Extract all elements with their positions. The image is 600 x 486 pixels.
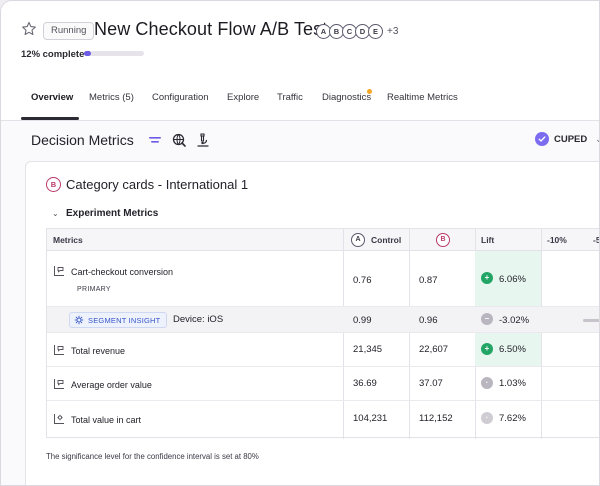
lift-cell: · 7.62%: [475, 401, 541, 439]
metric-name[interactable]: Cart-checkout conversion: [71, 267, 174, 277]
lift-cell: + 6.06%: [475, 251, 541, 306]
filter-lines-icon[interactable]: [147, 132, 163, 148]
control-value: 0.99: [353, 315, 372, 326]
lift-value: 6.06%: [499, 274, 526, 285]
column-divider: [343, 229, 344, 439]
page-title: New Checkout Flow A/B Test: [94, 19, 328, 39]
table-header: Metrics A Control B Lift -10% -5: [47, 229, 600, 251]
treatment-value: 0.87: [419, 275, 438, 286]
variant-chip-d: D: [355, 23, 370, 39]
control-value: 0.76: [353, 275, 372, 286]
chart-bubble-icon: [54, 379, 64, 389]
primary-tag: PRIMARY: [77, 286, 111, 293]
progress-bar: [84, 51, 144, 56]
control-value: 36.69: [353, 378, 377, 389]
status-badge: Running: [43, 22, 95, 40]
variant-chips[interactable]: A B C D E +3: [316, 23, 398, 39]
control-value: 104,231: [353, 413, 388, 424]
gear-icon: [74, 315, 84, 325]
chart-gear-icon: [54, 414, 64, 424]
axis-tick-label: -10%: [547, 235, 567, 245]
control-variant-badge: A: [351, 233, 365, 247]
progress-label: 12% complete: [21, 49, 85, 60]
plus-icon: +: [481, 343, 493, 355]
diagnostics-notification-dot: [367, 89, 372, 94]
tab-traffic[interactable]: Traffic: [277, 92, 303, 103]
table-row[interactable]: Cart-checkout conversion PRIMARY 0.76 0.…: [47, 251, 599, 307]
microscope-icon[interactable]: [195, 132, 211, 148]
tab-realtime-metrics[interactable]: Realtime Metrics: [387, 92, 458, 103]
more-variants-count: +3: [387, 25, 399, 37]
lift-value: -3.02%: [499, 315, 530, 326]
metric-group-card: B Category cards - International 1 ⌄ Exp…: [25, 161, 600, 485]
metric-name[interactable]: Total revenue: [71, 346, 126, 356]
decision-metrics-title: Decision Metrics: [31, 132, 134, 148]
metrics-table: Metrics A Control B Lift -10% -5 Cart-ch…: [46, 228, 600, 439]
tab-explore[interactable]: Explore: [227, 92, 260, 103]
table-row[interactable]: Total revenue 21,345 22,607 + 6.50%: [47, 333, 599, 367]
treatment-value: 37.07: [419, 378, 443, 389]
chevron-down-icon[interactable]: ⌄: [52, 209, 59, 218]
section-title[interactable]: Experiment Metrics: [66, 208, 159, 219]
column-header-lift: Lift: [481, 235, 495, 245]
tab-bar: Overview Metrics (5) Configuration Explo…: [1, 85, 599, 121]
plus-icon: +: [481, 272, 493, 284]
column-divider: [541, 229, 542, 439]
treatment-value: 112,152: [419, 413, 453, 424]
group-title: Category cards - International 1: [66, 177, 249, 192]
cuped-label: CUPED: [554, 133, 588, 145]
treatment-value: 0.96: [419, 315, 438, 326]
cuped-toggle[interactable]: CUPED ⌄: [535, 132, 599, 146]
column-header-control: Control: [371, 235, 402, 245]
lift-value: 1.03%: [499, 378, 526, 389]
chart-bubble-icon: [54, 266, 64, 276]
metric-name[interactable]: Average order value: [71, 380, 152, 390]
lift-cell: + 6.50%: [475, 333, 541, 366]
column-divider: [409, 229, 410, 439]
lift-cell: · 1.03%: [475, 367, 541, 400]
significance-footnote: The significance level for the confidenc…: [46, 452, 259, 461]
variant-badge: B: [46, 177, 61, 192]
column-header-metrics: Metrics: [53, 235, 83, 245]
lift-value: 6.50%: [499, 344, 526, 355]
metric-name[interactable]: Total value in cart: [71, 415, 142, 425]
neutral-icon: ·: [481, 412, 493, 424]
tab-configuration[interactable]: Configuration: [152, 92, 209, 103]
active-tab-indicator: [21, 117, 79, 120]
progress-bar-fill: [84, 51, 92, 56]
neutral-icon: ·: [481, 377, 493, 389]
treatment-variant-badge: B: [436, 233, 450, 247]
segment-description: Device: iOS: [173, 314, 224, 325]
lift-value: 7.62%: [499, 413, 526, 424]
star-icon[interactable]: [21, 21, 37, 37]
tab-diagnostics[interactable]: Diagnostics: [322, 92, 372, 103]
variant-chip-e: E: [368, 23, 383, 39]
check-badge-icon: [535, 132, 549, 146]
control-value: 21,345: [353, 344, 383, 355]
chevron-down-icon: ⌄: [595, 134, 599, 145]
segment-insight-badge[interactable]: SEGMENT INSIGHT: [69, 312, 168, 328]
minus-icon: –: [481, 313, 493, 325]
confidence-interval-bar: [583, 319, 599, 322]
treatment-value: 22,607: [419, 344, 449, 355]
experiment-header: Running New Checkout Flow A/B Test A B C…: [1, 1, 599, 121]
chart-bubble-icon: [54, 345, 64, 355]
tab-metrics[interactable]: Metrics (5): [89, 92, 134, 103]
lift-cell: – -3.02%: [475, 307, 541, 332]
axis-tick-label: -5: [593, 235, 600, 245]
table-row[interactable]: Total value in cart 104,231 112,152 · 7.…: [47, 401, 599, 439]
table-row[interactable]: Average order value 36.69 37.07 · 1.03%: [47, 367, 599, 401]
globe-search-icon[interactable]: [171, 132, 187, 148]
tab-overview[interactable]: Overview: [31, 92, 74, 103]
segment-insight-row[interactable]: SEGMENT INSIGHT Device: iOS 0.99 0.96 – …: [47, 307, 599, 333]
segment-insight-label: SEGMENT INSIGHT: [88, 315, 161, 325]
